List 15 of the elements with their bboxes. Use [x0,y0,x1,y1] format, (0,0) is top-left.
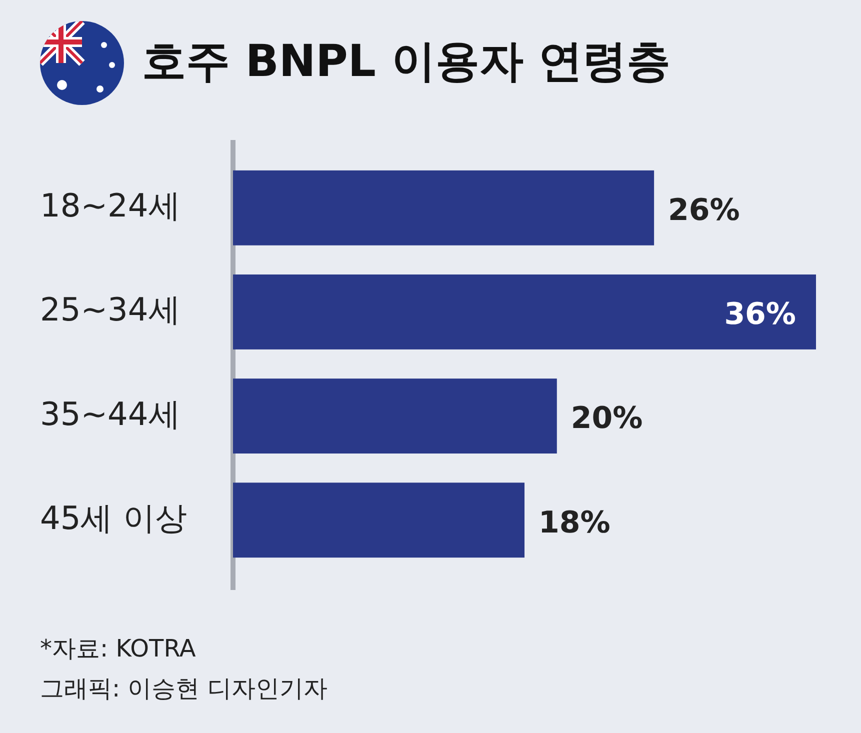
bar [233,170,654,246]
bar [233,482,524,558]
chart-title: 호주 BNPL 이용자 연령층 [142,36,671,88]
data-label: 20% [570,401,643,436]
data-label: 18% [538,505,610,540]
text: *자료: KOTRA [40,634,196,663]
y-tick-label: 18~24세 [40,186,180,225]
bar [233,274,816,350]
data-label: 36% [724,297,796,332]
y-tick-label: 45세 이상 [40,498,187,537]
y-tick-label: 25~34세 [40,290,180,329]
bar [233,378,557,454]
data-label: 26% [668,193,740,228]
y-tick-label: 35~44세 [40,394,180,433]
text: 그래픽: 이승현 디자인기자 [40,674,328,703]
